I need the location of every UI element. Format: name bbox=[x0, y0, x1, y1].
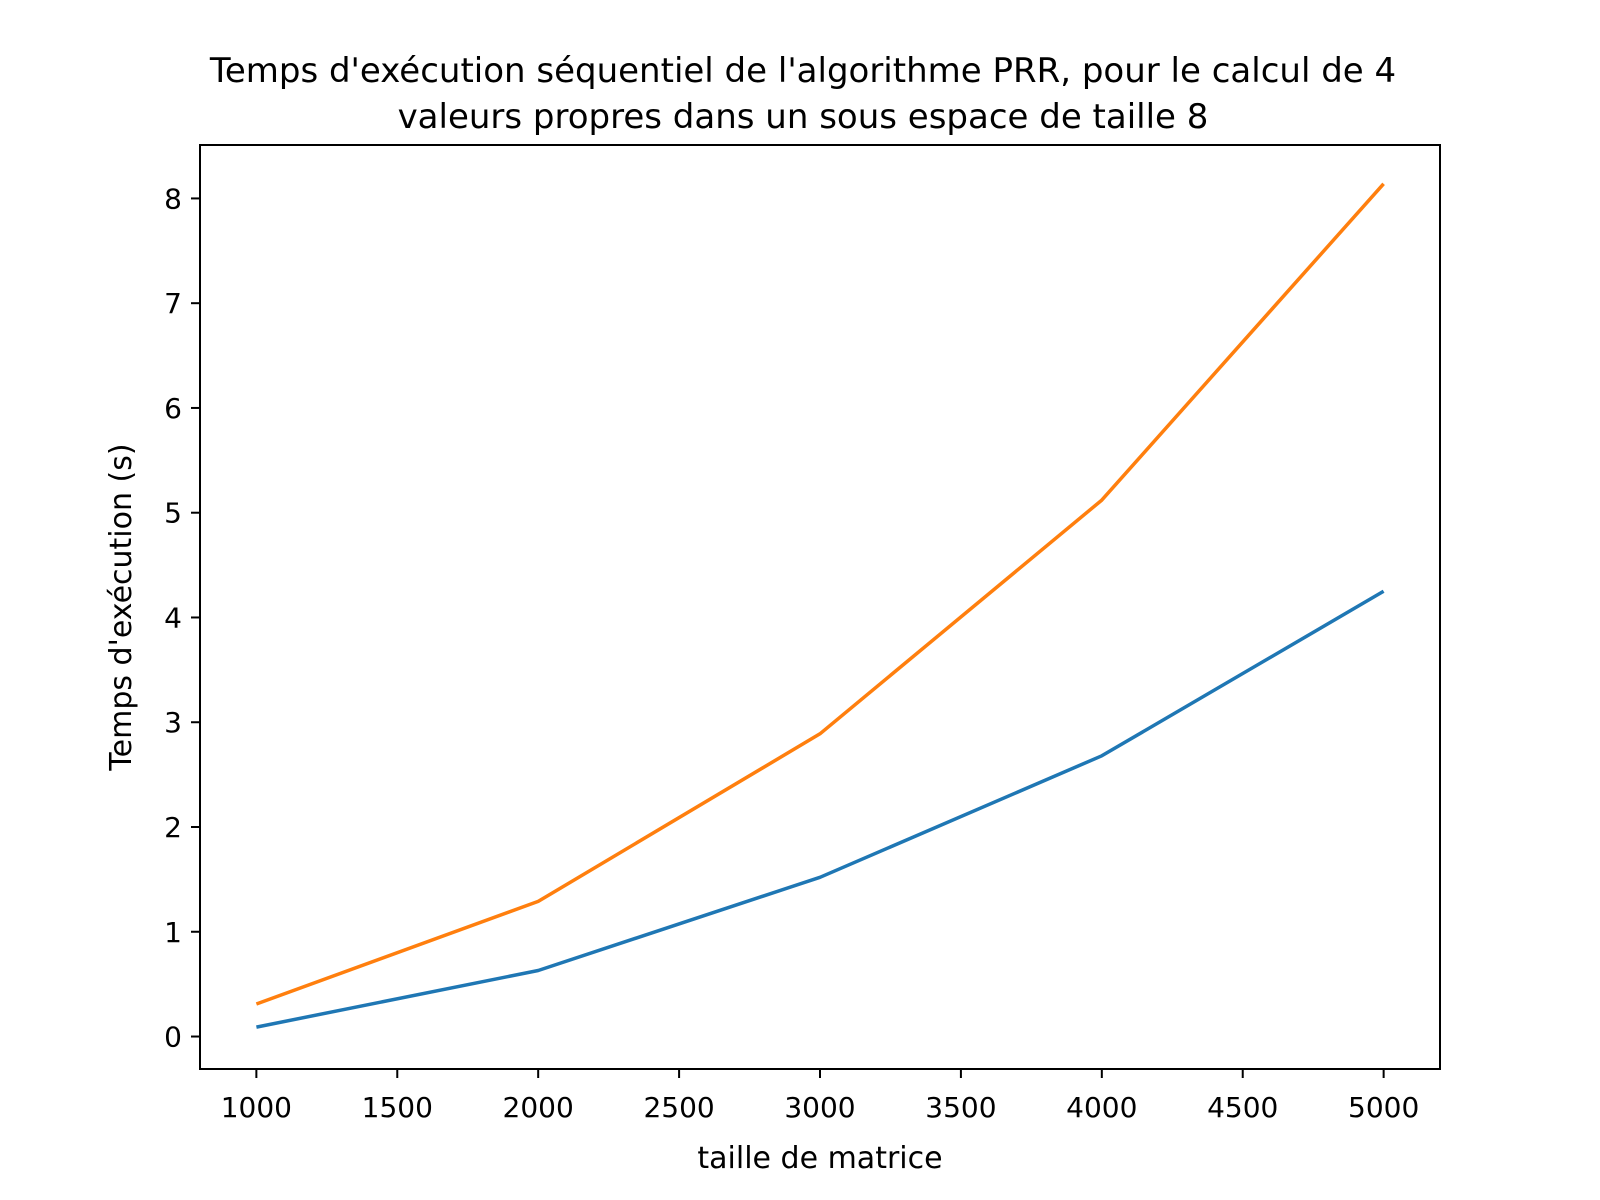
series-line-2 bbox=[255, 182, 1385, 1006]
x-tick-label: 5000 bbox=[1348, 1091, 1419, 1124]
y-tick-label: 4 bbox=[164, 601, 182, 634]
x-tick-label: 3500 bbox=[925, 1091, 996, 1124]
x-tick-label: 1500 bbox=[362, 1091, 433, 1124]
x-axis: 1000 1500 2000 2500 3000 3500 4000 4500 5000 bbox=[221, 1069, 1419, 1124]
x-tick-label: 4500 bbox=[1207, 1091, 1278, 1124]
y-tick-label: 2 bbox=[164, 811, 182, 844]
chart-title-line-1: Temps d'exécution séquentiel de l'algori… bbox=[209, 51, 1396, 91]
x-axis-label: taille de matrice bbox=[697, 1141, 942, 1176]
plot-frame bbox=[199, 144, 1441, 1070]
chart-title-line-2: valeurs propres dans un sous espace de t… bbox=[398, 97, 1209, 137]
y-axis-label: Temps d'exécution (s) bbox=[104, 443, 139, 771]
x-tick-label: 1000 bbox=[221, 1091, 292, 1124]
series-layer bbox=[255, 182, 1385, 1029]
y-tick-label: 0 bbox=[164, 1021, 182, 1054]
x-tick-label: 4000 bbox=[1066, 1091, 1137, 1124]
y-tick-label: 8 bbox=[164, 182, 182, 215]
y-tick-label: 1 bbox=[164, 916, 182, 949]
y-tick-label: 5 bbox=[164, 497, 182, 530]
series-line-1 bbox=[256, 589, 1385, 1029]
x-tick-label: 3000 bbox=[784, 1091, 855, 1124]
y-tick-label: 6 bbox=[164, 392, 182, 425]
y-tick-label: 7 bbox=[164, 287, 182, 320]
y-axis: 0 1 2 3 4 5 6 7 8 bbox=[164, 182, 200, 1054]
x-tick-label: 2500 bbox=[643, 1091, 714, 1124]
y-tick-label: 3 bbox=[164, 706, 182, 739]
x-tick-label: 2000 bbox=[503, 1091, 574, 1124]
